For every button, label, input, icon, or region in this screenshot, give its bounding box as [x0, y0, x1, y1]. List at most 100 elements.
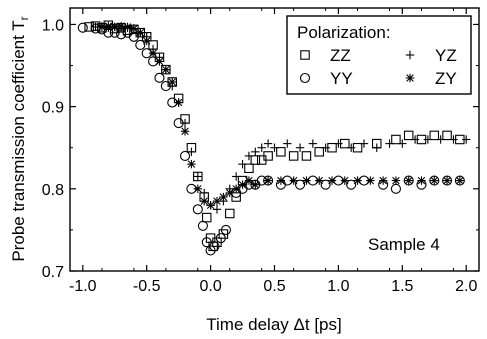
data-point-zy — [302, 176, 311, 185]
data-point-yz — [334, 139, 343, 148]
data-point-yz — [244, 151, 254, 161]
data-point-zy — [225, 188, 234, 198]
data-point-zy — [442, 176, 452, 185]
legend-entries: ZZ YZ YY ZY — [299, 46, 457, 88]
data-point-zy — [340, 176, 349, 185]
data-point-zy — [251, 180, 260, 189]
x-tick-label: 1.5 — [391, 278, 413, 295]
data-point-zz — [276, 147, 286, 157]
data-point-yy — [192, 204, 203, 215]
legend-title: Polarization: — [297, 23, 391, 42]
data-point-zz — [263, 151, 273, 161]
data-point-zz — [429, 130, 440, 141]
data-point-zz — [391, 134, 401, 145]
data-point-zy — [104, 21, 113, 31]
y-axis-label-subscript: r — [17, 16, 31, 20]
data-point-zy — [116, 21, 126, 31]
data-point-yy — [403, 175, 414, 186]
x-tick-label: 2.0 — [455, 278, 477, 295]
data-point-zy — [391, 176, 401, 185]
data-point-zz — [244, 163, 254, 174]
legend-marker-zy — [405, 73, 415, 83]
legend: Polarization: ZZ YZ YY ZY — [286, 15, 472, 95]
data-point-zy — [430, 176, 439, 185]
data-point-yz — [462, 135, 471, 144]
data-point-yz — [200, 188, 209, 198]
data-point-yy — [320, 179, 331, 190]
data-point-yz — [295, 143, 305, 152]
x-tick-label: -1.0 — [69, 278, 97, 295]
data-point-zy — [142, 36, 151, 46]
data-point-yy — [346, 179, 357, 190]
data-point-yz — [321, 143, 330, 152]
data-point-zz — [314, 147, 324, 157]
y-tick-label: 0.9 — [42, 100, 64, 117]
y-tick-label: 0.7 — [42, 264, 64, 281]
data-point-zz — [202, 212, 212, 223]
data-point-zy — [129, 24, 139, 33]
data-point-zy — [168, 77, 177, 87]
data-point-yy — [454, 175, 465, 186]
data-point-zy — [155, 57, 164, 66]
data-point-zy — [404, 176, 413, 185]
data-point-yy — [215, 233, 226, 244]
data-point-yy — [179, 150, 191, 161]
data-point-zy — [378, 176, 388, 185]
data-point-yy — [197, 220, 208, 231]
data-point-zy — [238, 180, 247, 189]
x-tick-label: -0.5 — [133, 278, 161, 295]
data-point-yy — [263, 175, 274, 186]
data-point-zz — [288, 151, 299, 161]
data-point-zy — [244, 176, 254, 185]
data-point-zy — [97, 22, 107, 32]
x-tick-label: 1.0 — [327, 278, 349, 295]
data-point-zy — [123, 22, 132, 32]
data-point-yz — [270, 143, 279, 152]
data-point-zy — [276, 176, 286, 185]
data-point-zz — [301, 151, 312, 161]
y-axis-label: Probe transmission coefficient Tr — [9, 16, 31, 261]
data-point-yz — [308, 139, 318, 148]
data-point-zy — [212, 196, 222, 206]
data-point-zz — [225, 208, 235, 219]
data-point-yy — [220, 224, 231, 235]
x-tick-label: 0.5 — [263, 278, 285, 295]
data-point-zy — [161, 65, 171, 74]
data-point-yy — [135, 39, 146, 51]
data-point-zy — [353, 176, 362, 185]
data-point-yz — [449, 135, 458, 144]
data-point-yz — [372, 143, 381, 152]
data-points — [77, 20, 471, 256]
data-point-yz — [187, 147, 196, 157]
data-point-yz — [238, 159, 247, 169]
legend-label-yy: YY — [330, 69, 353, 88]
data-point-yy — [429, 175, 440, 186]
data-point-zy — [289, 176, 298, 185]
data-point-yz — [436, 135, 445, 144]
data-point-yz — [423, 135, 433, 144]
data-point-yy — [441, 175, 453, 186]
legend-marker-yy — [299, 72, 311, 84]
data-point-zy — [174, 98, 183, 107]
legend-label-zy: ZY — [435, 69, 457, 88]
data-point-yz — [257, 143, 266, 152]
data-point-yy — [390, 183, 401, 194]
data-point-zy — [231, 184, 241, 194]
data-point-zy — [327, 176, 337, 185]
y-axis-label-main: Probe transmission coefficient T — [9, 20, 28, 261]
data-point-yy — [209, 241, 220, 252]
data-point-zy — [263, 176, 273, 185]
series-zy — [97, 21, 465, 210]
data-point-yz — [193, 172, 203, 181]
data-point-yz — [180, 118, 190, 128]
data-point-zz — [250, 155, 261, 165]
sample-annotation: Sample 4 — [368, 235, 440, 254]
data-point-yy — [154, 72, 165, 83]
data-point-zy — [180, 127, 190, 136]
data-point-yz — [283, 139, 292, 148]
data-point-yy — [295, 179, 306, 190]
axis-ticks: -1.0 -0.5 0.0 0.5 1.0 1.5 2.0 0.7 0.8 0.9 1.0 — [42, 8, 479, 295]
legend-marker-yz — [405, 50, 415, 60]
data-point-yy — [77, 22, 88, 33]
data-point-zy — [193, 184, 203, 194]
